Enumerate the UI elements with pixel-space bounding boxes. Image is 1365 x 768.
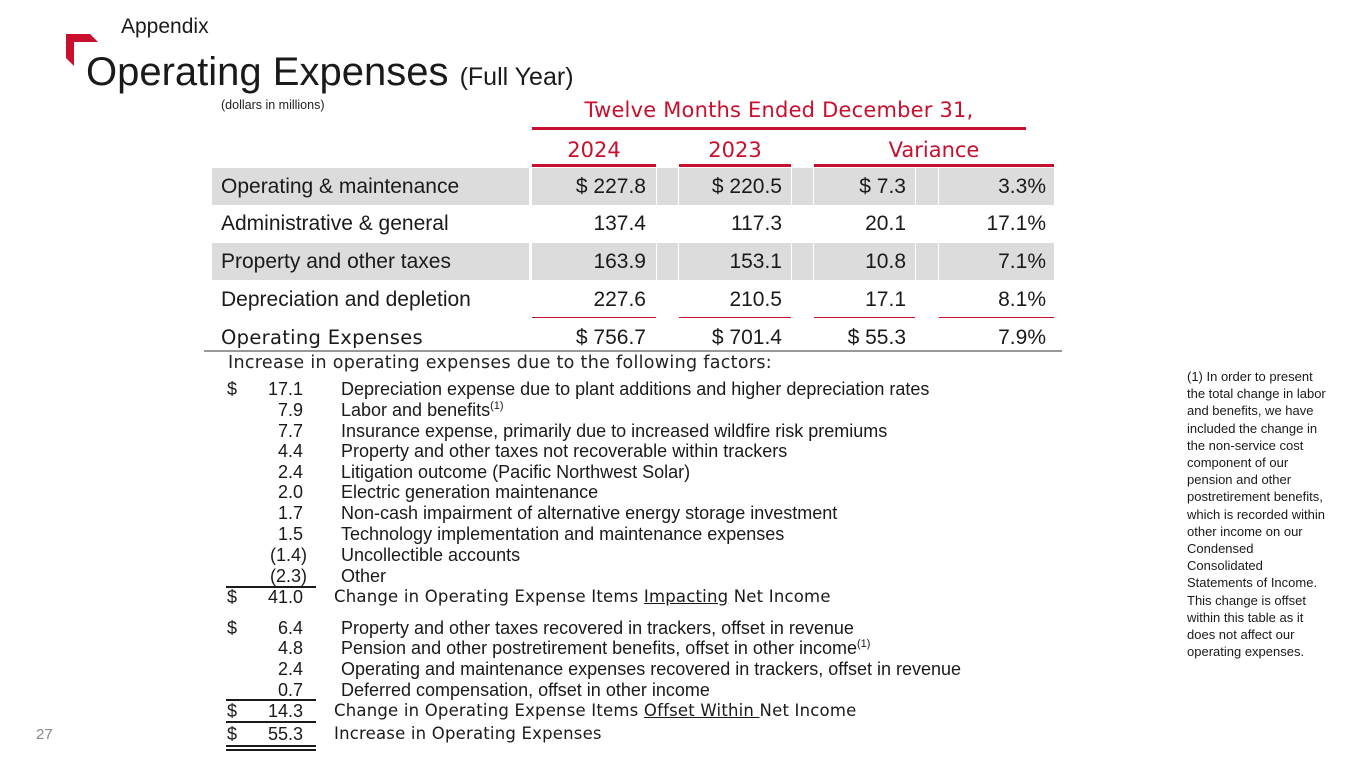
factor-amount: 1.7 xyxy=(277,503,303,523)
factor-amount: (1.4) xyxy=(269,545,307,565)
value-2024: 227.6 xyxy=(593,288,646,311)
factor-amount: 7.7 xyxy=(277,421,303,441)
total-variance-amount: $ 55.3 xyxy=(847,326,906,349)
factor-description: Depreciation expense due to plant additi… xyxy=(341,379,930,399)
factors-heading: Increase in operating expenses due to th… xyxy=(228,353,772,373)
col-2023-header: 2023 xyxy=(708,138,762,162)
factor-amount: 6.4 xyxy=(277,618,303,638)
factor-description: Uncollectible accounts xyxy=(341,545,521,565)
grand-total-amount: 55.3 xyxy=(267,724,303,744)
page-number: 27 xyxy=(36,726,53,743)
col-2024-header: 2024 xyxy=(567,138,621,162)
subtotal-rule xyxy=(226,699,316,701)
total-rule xyxy=(532,317,656,318)
total-2023: $ 701.4 xyxy=(711,326,782,349)
factor-amount: 4.8 xyxy=(277,638,303,658)
variance-amount: 17.1 xyxy=(865,288,906,311)
subtotal-rule xyxy=(226,586,316,588)
total-rule xyxy=(939,317,1054,318)
units-note: (dollars in millions) xyxy=(221,98,325,112)
row-label: Administrative & general xyxy=(221,212,449,235)
factor-description: Litigation outcome (Pacific Northwest So… xyxy=(341,462,691,482)
factor-description: Other xyxy=(341,566,387,586)
value-2023: 153.1 xyxy=(729,250,782,273)
factor-description: Property and other taxes recovered in tr… xyxy=(341,618,854,638)
factor-description: Operating and maintenance expenses recov… xyxy=(341,659,962,679)
factor-description: Non-cash impairment of alternative energ… xyxy=(341,503,838,523)
subtotal-label: Change in Operating Expense Items Offset… xyxy=(334,701,857,720)
total-label: Operating Expenses xyxy=(221,326,423,349)
subtotal-label: Change in Operating Expense Items Impact… xyxy=(334,587,831,606)
variance-percent: 17.1% xyxy=(986,212,1046,235)
double-rule xyxy=(226,749,316,751)
subtotal-amount: 41.0 xyxy=(267,587,303,607)
table-bottom-rule xyxy=(204,350,1062,352)
subtotal-amount: 14.3 xyxy=(267,701,303,721)
variance-percent: 8.1% xyxy=(998,288,1046,311)
factor-amount: 4.4 xyxy=(277,441,303,461)
value-2023: 117.3 xyxy=(731,212,782,235)
factor-amount: 2.4 xyxy=(277,462,303,482)
total-rule xyxy=(679,317,791,318)
variance-amount: $ 7.3 xyxy=(859,175,906,198)
factor-description: Insurance expense, primarily due to incr… xyxy=(341,421,888,441)
factor-amount: (2.3) xyxy=(269,566,307,586)
footnote-ref: (1) xyxy=(856,638,871,650)
currency-symbol: $ xyxy=(227,379,238,399)
page-title: Operating Expenses (Full Year) xyxy=(86,50,574,95)
footnote-ref: (1) xyxy=(490,400,504,412)
currency-symbol: $ xyxy=(227,587,238,607)
factor-description: Electric generation maintenance xyxy=(341,482,599,502)
factor-amount: 2.4 xyxy=(277,659,303,679)
col-variance-header: Variance xyxy=(888,138,980,162)
period-rule xyxy=(532,127,1026,130)
value-2024: $ 227.8 xyxy=(575,175,646,198)
currency-symbol: $ xyxy=(227,724,238,744)
footnote: (1) In order to present the total change… xyxy=(1187,369,1326,660)
page-title-sub: (Full Year) xyxy=(459,63,574,91)
variance-amount: 20.1 xyxy=(865,212,906,235)
col-variance-rule xyxy=(814,164,1054,167)
factor-amount: 7.9 xyxy=(277,400,303,420)
factor-description: Technology implementation and maintenanc… xyxy=(341,524,785,544)
grand-total-label: Increase in Operating Expenses xyxy=(334,724,602,743)
brand-logo-icon xyxy=(66,34,98,66)
row-label: Property and other taxes xyxy=(221,250,451,273)
currency-symbol: $ xyxy=(227,618,238,638)
row-label: Depreciation and depletion xyxy=(221,288,471,311)
variance-amount: 10.8 xyxy=(865,250,906,273)
variance-percent: 3.3% xyxy=(998,175,1046,198)
row-label: Operating & maintenance xyxy=(221,175,460,198)
value-2024: 137.4 xyxy=(593,212,646,235)
currency-symbol: $ xyxy=(227,701,238,721)
total-rule xyxy=(814,317,915,318)
factor-amount: 17.1 xyxy=(267,379,303,399)
col-2023-rule xyxy=(679,164,791,167)
factor-description: Deferred compensation, offset in other i… xyxy=(341,680,710,700)
value-2023: 210.5 xyxy=(729,288,782,311)
factor-description: Pension and other postretirement benefit… xyxy=(341,638,871,658)
period-header: Twelve Months Ended December 31, xyxy=(584,98,974,122)
value-2023: $ 220.5 xyxy=(711,175,782,198)
total-2024: $ 756.7 xyxy=(575,326,646,349)
total-variance-percent: 7.9% xyxy=(998,326,1046,349)
factor-description: Labor and benefits(1) xyxy=(341,400,504,420)
total-rule xyxy=(226,721,316,723)
double-rule xyxy=(226,745,316,747)
factor-description: Property and other taxes not recoverable… xyxy=(341,441,788,461)
page-title-main: Operating Expenses xyxy=(86,50,449,94)
section-label: Appendix xyxy=(121,15,209,38)
col-2024-rule xyxy=(532,164,656,167)
value-2024: 163.9 xyxy=(593,250,646,273)
factor-amount: 2.0 xyxy=(277,482,303,502)
variance-percent: 7.1% xyxy=(998,250,1046,273)
factor-amount: 0.7 xyxy=(277,680,303,700)
factor-amount: 1.5 xyxy=(277,524,303,544)
